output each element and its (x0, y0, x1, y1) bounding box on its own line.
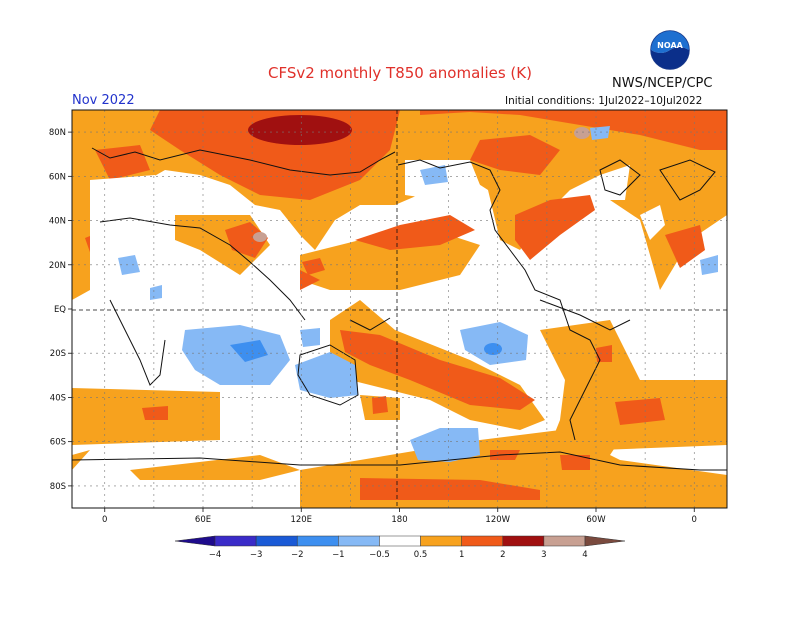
anomaly-bin-3-4 (253, 127, 590, 242)
initial-conditions-label: Initial conditions: 1Jul2022–10Jul2022 (505, 95, 703, 107)
chart-title: CFSv2 monthly T850 anomalies (K) (268, 64, 532, 82)
colorbar-label: −0.5 (369, 550, 390, 560)
lat-tick-label: 60N (49, 172, 66, 182)
lon-tick-label: 120W (485, 515, 510, 525)
lat-tick-label: 40S (50, 393, 66, 403)
latitude-labels: 80N 60N 40N 20N EQ 20S 40S 60S 80S (49, 128, 72, 492)
colorbar-label: −2 (291, 550, 304, 560)
colorbar-swatch (420, 535, 462, 547)
lat-tick-label: 80S (50, 482, 66, 492)
valid-month-label: Nov 2022 (72, 93, 135, 108)
lon-tick-label: 60E (195, 515, 211, 525)
lon-tick-label: 60W (586, 515, 606, 525)
lat-tick-label: 20N (49, 261, 66, 271)
colorbar-label: −1 (332, 550, 345, 560)
lat-tick-label: 40N (49, 217, 66, 227)
colorbar-label: 4 (582, 550, 587, 560)
colorbar-swatch (502, 535, 545, 547)
colorbar-swatch (255, 535, 298, 547)
colorbar-label: −3 (250, 550, 263, 560)
colorbar-swatch (543, 535, 586, 547)
lon-tick-label: 0 (692, 515, 697, 525)
map-grid (72, 110, 727, 508)
colorbar-swatch (338, 535, 380, 547)
colorbar: −4 −3 −2 −1 −0.5 0.5 1 2 3 4 (174, 535, 626, 560)
anomaly-bin-2-3 (248, 115, 352, 145)
coastlines (72, 147, 727, 471)
lat-tick-label: EQ (54, 305, 66, 315)
colorbar-label: 0.5 (414, 550, 428, 560)
anomaly-field (72, 110, 727, 508)
colorbar-label: 3 (541, 550, 546, 560)
colorbar-swatch (296, 535, 339, 547)
lat-tick-label: 20S (50, 349, 66, 359)
colorbar-label: −4 (209, 550, 222, 560)
lat-tick-label: 60S (50, 438, 66, 448)
colorbar-swatch (461, 535, 504, 547)
colorbar-label: 2 (500, 550, 505, 560)
colorbar-low-extend (174, 535, 216, 547)
colorbar-swatch (379, 535, 421, 547)
lon-tick-label: 180 (391, 515, 407, 525)
lon-tick-label: 120E (290, 515, 312, 525)
lon-tick-label: 0 (102, 515, 107, 525)
lat-tick-label: 80N (49, 128, 66, 138)
longitude-labels: 0 60E 120E 180 120W 60W 0 (102, 508, 697, 525)
colorbar-label: 1 (459, 550, 464, 560)
agency-label: NWS/NCEP/CPC (612, 76, 713, 91)
colorbar-swatch (214, 535, 257, 547)
colorbar-high-extend (584, 535, 626, 547)
